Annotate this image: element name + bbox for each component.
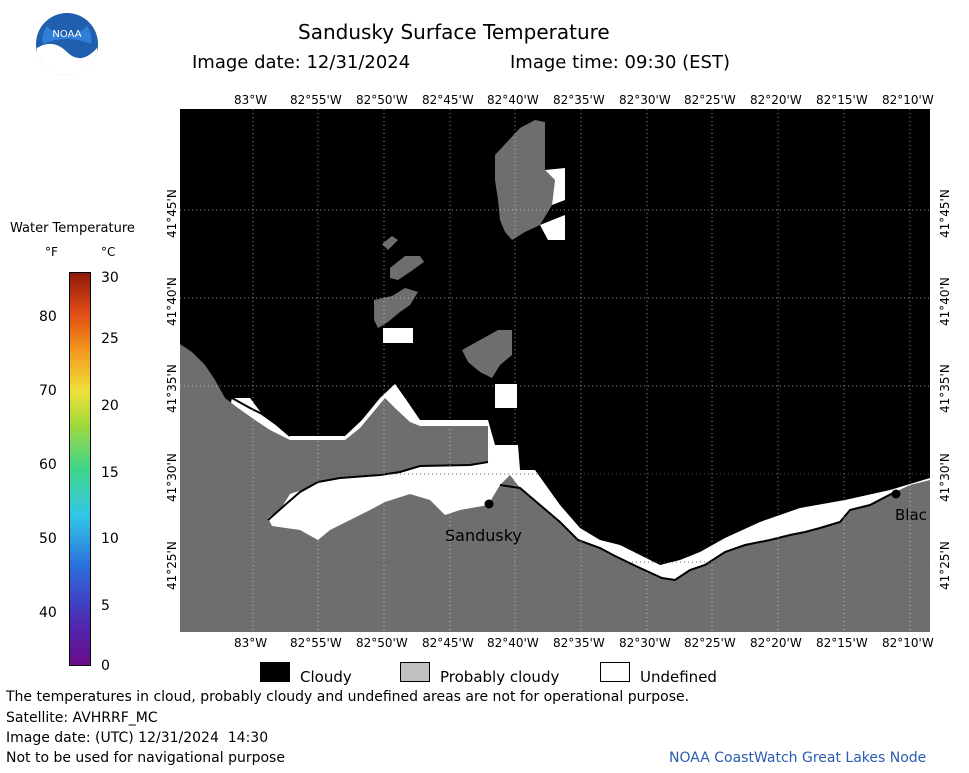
lon-label-top-4: 82°40'W bbox=[487, 93, 539, 107]
lat-label-left-3: 41°30'N bbox=[165, 453, 179, 502]
lon-label-top-5: 82°35'W bbox=[553, 93, 605, 107]
colorbar-c-tick-15: 15 bbox=[101, 465, 119, 481]
image-date: Image date: 12/31/2024 bbox=[192, 52, 411, 73]
lon-label-bottom-4: 82°40'W bbox=[487, 636, 539, 650]
colorbar-c-tick-30: 30 bbox=[101, 270, 119, 286]
colorbar-title: Water Temperature bbox=[10, 221, 135, 236]
footer-utc-date: Image date: (UTC) 12/31/2024 14:30 bbox=[6, 730, 269, 746]
lat-label-right-2: 41°35'N bbox=[938, 364, 952, 413]
lon-label-top-3: 82°45'W bbox=[422, 93, 474, 107]
blac-label: Blac bbox=[895, 506, 927, 524]
lon-label-top-7: 82°25'W bbox=[684, 93, 736, 107]
footer-satellite: Satellite: AVHRRF_MC bbox=[6, 710, 158, 726]
colorbar-c-tick-25: 25 bbox=[101, 331, 119, 347]
undefined-sandusky-bay bbox=[276, 468, 492, 534]
lon-label-top-9: 82°15'W bbox=[816, 93, 868, 107]
probably-cloudy-south bbox=[180, 344, 930, 632]
lon-label-top-0: 83°W bbox=[234, 93, 268, 107]
blac-marker bbox=[891, 489, 901, 499]
colorbar-unit-f: °F bbox=[45, 245, 58, 259]
probably-cloudy-island-4 bbox=[390, 256, 424, 280]
undefined-island-1 bbox=[540, 168, 565, 240]
colorbar-c-tick-0: 0 bbox=[101, 658, 110, 674]
legend-swatch-probably-cloudy bbox=[400, 662, 430, 682]
footer-disclaimer: The temperatures in cloud, probably clou… bbox=[6, 689, 690, 705]
footer-credit-link[interactable]: NOAA CoastWatch Great Lakes Node bbox=[669, 750, 927, 766]
footer-nav-warning: Not to be used for navigational purpose bbox=[6, 750, 285, 766]
legend-label-undefined: Undefined bbox=[640, 668, 717, 686]
image-time: Image time: 09:30 (EST) bbox=[510, 52, 730, 73]
colorbar-f-tick-70: 70 bbox=[39, 383, 57, 399]
colorbar-f-tick-50: 50 bbox=[39, 531, 57, 547]
colorbar-f-tick-80: 80 bbox=[39, 309, 57, 325]
undefined-island-2 bbox=[495, 384, 517, 408]
legend-label-probably-cloudy: Probably cloudy bbox=[440, 668, 560, 686]
lon-label-bottom-2: 82°50'W bbox=[356, 636, 408, 650]
colorbar-c-tick-20: 20 bbox=[101, 398, 119, 414]
sandusky-marker bbox=[484, 499, 494, 509]
lat-label-right-4: 41°25'N bbox=[938, 541, 952, 590]
lat-label-left-1: 41°40'N bbox=[165, 277, 179, 326]
temperature-map bbox=[180, 109, 930, 632]
colorbar-f-tick-40: 40 bbox=[39, 605, 57, 621]
lon-label-top-1: 82°55'W bbox=[290, 93, 342, 107]
lon-label-top-10: 82°10'W bbox=[882, 93, 934, 107]
colorbar-unit-c: °C bbox=[101, 245, 116, 259]
lon-label-bottom-9: 82°15'W bbox=[816, 636, 868, 650]
lon-label-top-6: 82°30'W bbox=[619, 93, 671, 107]
colorbar bbox=[69, 272, 91, 666]
lat-label-left-0: 41°45'N bbox=[165, 189, 179, 238]
colorbar-c-tick-5: 5 bbox=[101, 598, 110, 614]
lat-label-left-2: 41°35'N bbox=[165, 364, 179, 413]
legend-label-cloudy: Cloudy bbox=[300, 668, 352, 686]
lon-label-bottom-1: 82°55'W bbox=[290, 636, 342, 650]
lat-label-right-3: 41°30'N bbox=[938, 453, 952, 502]
colorbar-f-tick-60: 60 bbox=[39, 457, 57, 473]
legend-swatch-undefined bbox=[600, 662, 630, 682]
shoreline bbox=[231, 397, 896, 582]
lat-label-right-1: 41°40'N bbox=[938, 277, 952, 326]
lon-label-bottom-3: 82°45'W bbox=[422, 636, 474, 650]
page-title: Sandusky Surface Temperature bbox=[298, 20, 610, 44]
lon-label-bottom-10: 82°10'W bbox=[882, 636, 934, 650]
probably-cloudy-island-5 bbox=[382, 236, 398, 250]
lon-label-bottom-0: 83°W bbox=[234, 636, 268, 650]
undefined-island-3 bbox=[383, 328, 413, 343]
colorbar-c-tick-10: 10 bbox=[101, 531, 119, 547]
lon-label-bottom-7: 82°25'W bbox=[684, 636, 736, 650]
grid-lines-dark bbox=[180, 473, 930, 563]
noaa-logo: NOAA bbox=[35, 12, 99, 76]
lon-label-bottom-6: 82°30'W bbox=[619, 636, 671, 650]
legend-swatch-cloudy bbox=[260, 662, 290, 682]
sandusky-label: Sandusky bbox=[445, 526, 522, 545]
lon-label-top-8: 82°20'W bbox=[750, 93, 802, 107]
logo-text: NOAA bbox=[52, 29, 81, 40]
probably-cloudy-island-2 bbox=[462, 330, 512, 378]
lon-label-bottom-8: 82°20'W bbox=[750, 636, 802, 650]
lon-label-bottom-5: 82°35'W bbox=[553, 636, 605, 650]
lat-label-left-4: 41°25'N bbox=[165, 541, 179, 590]
lon-label-top-2: 82°50'W bbox=[356, 93, 408, 107]
lat-label-right-0: 41°45'N bbox=[938, 189, 952, 238]
